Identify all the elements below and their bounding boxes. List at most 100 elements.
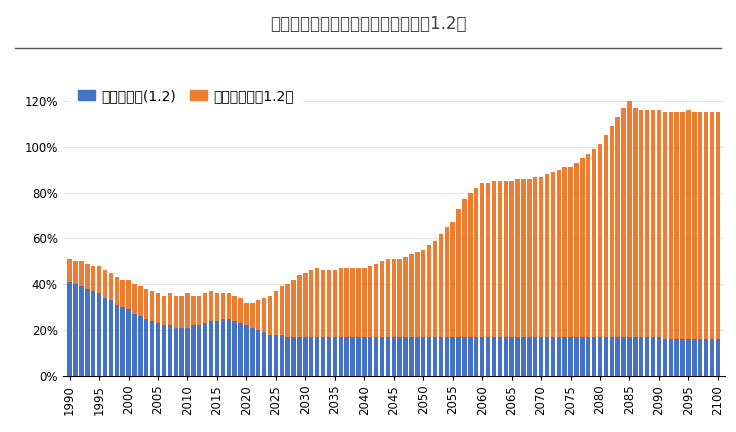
Bar bbox=[409, 337, 414, 376]
Bar bbox=[704, 339, 708, 376]
Bar bbox=[621, 337, 626, 376]
Bar bbox=[127, 309, 131, 376]
Bar bbox=[456, 337, 461, 376]
Bar bbox=[680, 339, 684, 376]
Bar bbox=[121, 307, 125, 376]
Bar bbox=[162, 295, 166, 325]
Bar bbox=[415, 337, 420, 376]
Bar bbox=[592, 337, 596, 376]
Bar bbox=[85, 264, 90, 289]
Bar bbox=[615, 117, 620, 337]
Bar bbox=[462, 200, 467, 337]
Bar bbox=[68, 259, 72, 282]
Bar bbox=[415, 252, 420, 337]
Bar bbox=[303, 273, 308, 337]
Bar bbox=[262, 332, 266, 376]
Bar bbox=[551, 337, 555, 376]
Bar bbox=[91, 291, 96, 376]
Bar bbox=[144, 318, 149, 376]
Bar bbox=[362, 337, 367, 376]
Bar bbox=[256, 300, 261, 330]
Bar bbox=[227, 293, 231, 318]
Bar bbox=[580, 337, 584, 376]
Bar bbox=[645, 337, 649, 376]
Bar bbox=[215, 321, 219, 376]
Bar bbox=[539, 177, 543, 337]
Bar bbox=[174, 328, 178, 376]
Bar bbox=[521, 337, 526, 376]
Bar bbox=[274, 335, 278, 376]
Bar bbox=[144, 289, 149, 318]
Bar bbox=[203, 323, 208, 376]
Bar bbox=[127, 280, 131, 309]
Bar bbox=[397, 337, 402, 376]
Bar bbox=[533, 177, 537, 337]
Bar bbox=[132, 314, 137, 376]
Bar bbox=[209, 321, 213, 376]
Bar bbox=[639, 337, 643, 376]
Bar bbox=[509, 337, 514, 376]
Bar bbox=[539, 337, 543, 376]
Bar bbox=[521, 179, 526, 337]
Bar bbox=[474, 188, 478, 337]
Bar bbox=[262, 298, 266, 332]
Bar bbox=[403, 337, 408, 376]
Bar bbox=[180, 328, 184, 376]
Bar bbox=[456, 209, 461, 337]
Bar bbox=[327, 270, 331, 337]
Bar bbox=[386, 337, 390, 376]
Bar bbox=[109, 300, 113, 376]
Bar bbox=[450, 222, 455, 337]
Bar bbox=[574, 163, 578, 337]
Bar bbox=[215, 293, 219, 321]
Bar bbox=[156, 293, 160, 323]
Bar bbox=[380, 261, 384, 337]
Bar bbox=[280, 335, 284, 376]
Bar bbox=[710, 339, 714, 376]
Bar bbox=[321, 337, 325, 376]
Bar bbox=[79, 261, 84, 286]
Bar bbox=[380, 337, 384, 376]
Bar bbox=[386, 259, 390, 337]
Bar bbox=[185, 328, 190, 376]
Bar bbox=[103, 298, 107, 376]
Bar bbox=[356, 268, 361, 337]
Bar bbox=[568, 337, 573, 376]
Bar bbox=[645, 110, 649, 337]
Bar bbox=[103, 270, 107, 298]
Bar bbox=[333, 270, 337, 337]
Bar bbox=[445, 227, 449, 337]
Bar bbox=[439, 234, 443, 337]
Bar bbox=[468, 337, 473, 376]
Bar bbox=[704, 112, 708, 339]
Bar bbox=[297, 337, 302, 376]
Bar bbox=[621, 108, 626, 337]
Bar bbox=[115, 277, 119, 305]
Bar bbox=[333, 337, 337, 376]
Bar bbox=[556, 337, 561, 376]
Bar bbox=[445, 337, 449, 376]
Bar bbox=[309, 270, 314, 337]
Bar bbox=[427, 337, 431, 376]
Bar bbox=[668, 339, 673, 376]
Bar bbox=[403, 257, 408, 337]
Bar bbox=[244, 325, 249, 376]
Bar bbox=[74, 284, 78, 376]
Bar bbox=[498, 181, 502, 337]
Bar bbox=[545, 174, 549, 337]
Bar bbox=[286, 337, 290, 376]
Bar bbox=[397, 259, 402, 337]
Bar bbox=[657, 337, 661, 376]
Bar bbox=[657, 110, 661, 337]
Bar bbox=[97, 266, 102, 293]
Bar bbox=[268, 335, 272, 376]
Bar bbox=[392, 259, 396, 337]
Bar bbox=[238, 298, 243, 323]
Bar bbox=[256, 330, 261, 376]
Bar bbox=[480, 184, 484, 337]
Bar bbox=[710, 112, 714, 339]
Bar bbox=[250, 328, 255, 376]
Bar bbox=[221, 318, 225, 376]
Bar bbox=[527, 179, 531, 337]
Bar bbox=[180, 295, 184, 328]
